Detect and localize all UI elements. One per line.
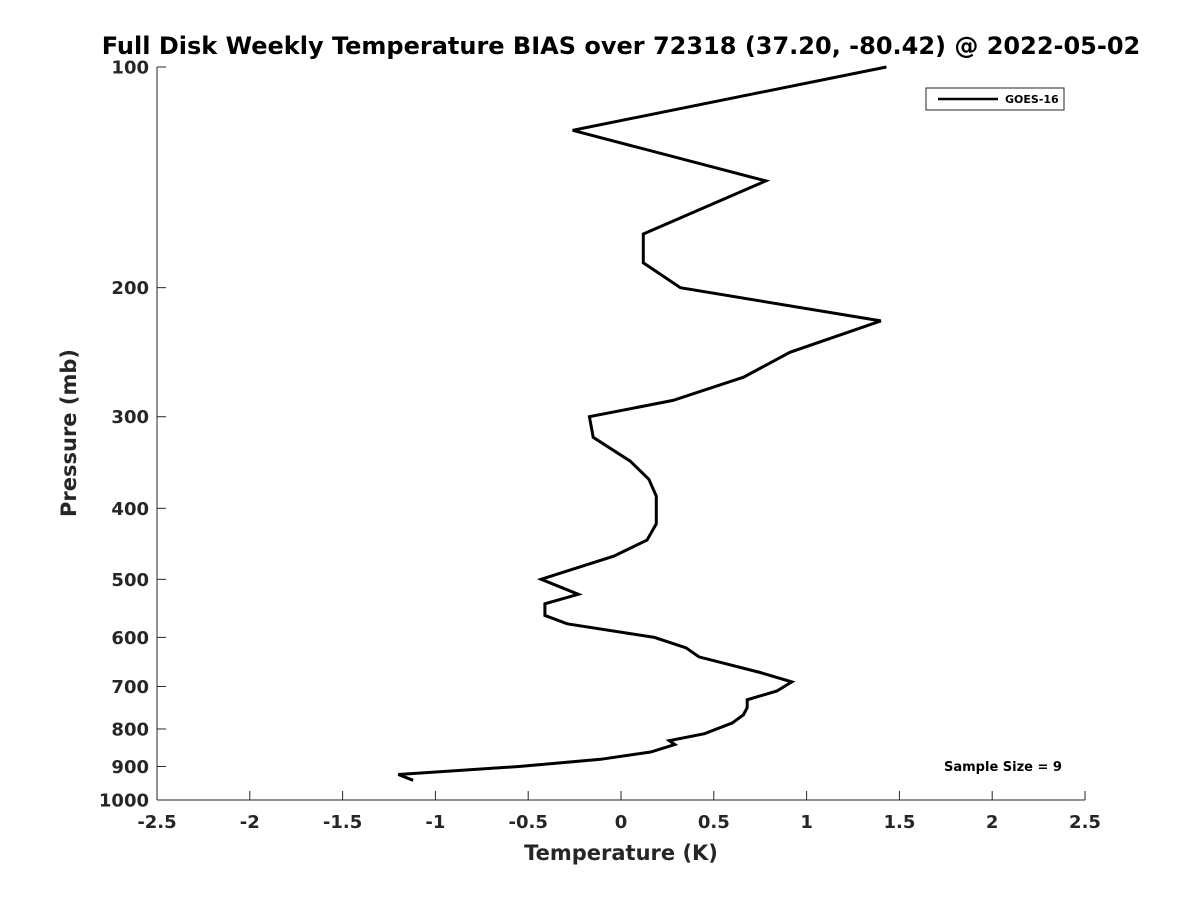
plot-area: [157, 67, 1085, 800]
x-tick-label: -1: [425, 812, 445, 833]
y-tick-label: 400: [111, 499, 149, 520]
x-tick-label: -1.5: [323, 812, 362, 833]
y-tick-label: 700: [111, 677, 149, 698]
y-tick-label: 300: [111, 407, 149, 428]
y-tick-label: 600: [111, 628, 149, 649]
series-layer: [397, 65, 887, 782]
y-axis-label: Pressure (mb): [57, 349, 81, 517]
y-tick-label: 500: [111, 570, 149, 591]
y-tick-label: 1000: [99, 791, 149, 812]
y-tick-label: 200: [111, 278, 149, 299]
y-tick-label: 800: [111, 719, 149, 740]
series-line-goes-16: [397, 65, 887, 782]
chart-title: Full Disk Weekly Temperature BIAS over 7…: [102, 32, 1141, 60]
y-tick-label: 900: [111, 757, 149, 778]
x-tick-label: 0.5: [698, 812, 730, 833]
x-tick-label: 2: [986, 812, 999, 833]
y-tick-label: 100: [111, 58, 149, 79]
y-axis-ticks: 100 200 300 400 500 600 700 800 900 1000: [99, 58, 166, 812]
x-tick-label: 1: [800, 812, 813, 833]
plot-axes: [156, 67, 1085, 801]
x-tick-label: 0: [615, 812, 628, 833]
x-tick-label: 2.5: [1069, 812, 1101, 833]
x-axis-ticks: -2.5 -2 -1.5 -1 -0.5 0 0.5 1 1.5 2 2.5: [137, 791, 1101, 833]
x-axis-label: Temperature (K): [524, 841, 718, 865]
sample-size-annotation: Sample Size = 9: [944, 760, 1062, 775]
x-tick-label: -2.5: [137, 812, 176, 833]
legend-entry-goes-16: GOES-16: [1005, 93, 1059, 106]
x-tick-label: 1.5: [883, 812, 915, 833]
legend: GOES-16: [925, 87, 1065, 111]
x-tick-label: -2: [240, 812, 260, 833]
x-tick-label: -0.5: [509, 812, 548, 833]
